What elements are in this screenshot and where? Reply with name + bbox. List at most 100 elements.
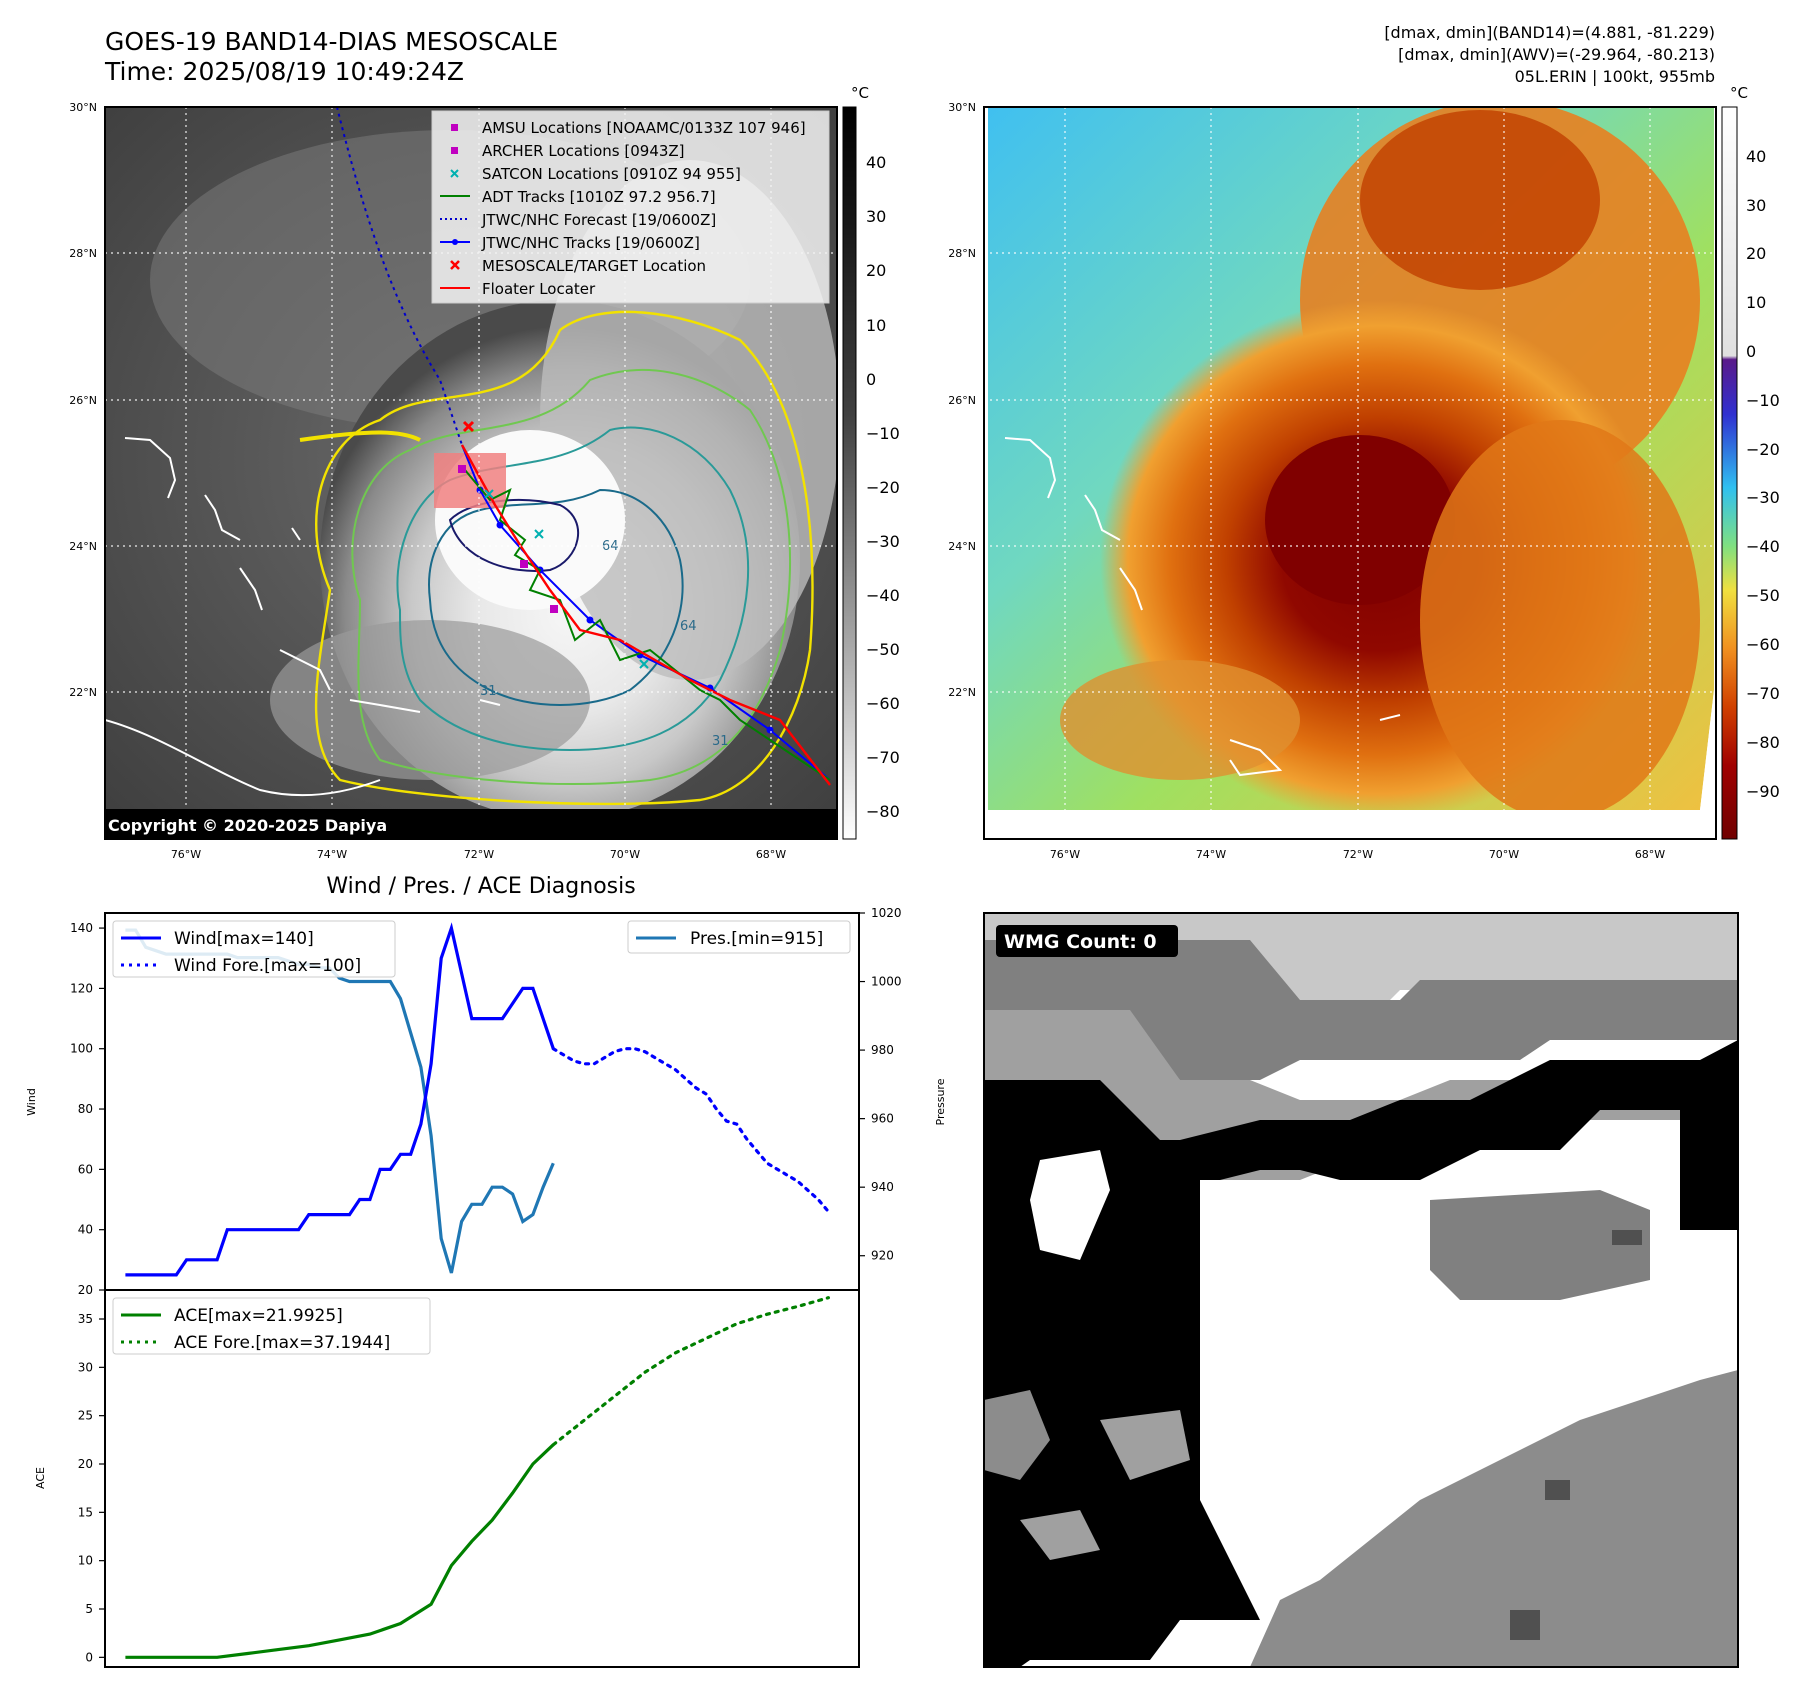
pressure-tick-label: 980 [871, 1043, 894, 1057]
lon-label: 70°W [610, 848, 640, 861]
wind-tick-label: 140 [70, 921, 93, 935]
contour-label: 31 [712, 734, 729, 749]
legend-label: JTWC/NHC Tracks [19/0600Z] [481, 234, 700, 252]
lon-label: 74°W [1196, 848, 1226, 861]
wind-fore-legend-label: Wind Fore.[max=100] [174, 956, 361, 976]
legend-label: AMSU Locations [NOAAMC/0133Z 107 946] [482, 119, 806, 137]
ir-colorbar-ticks: 40 30 20 10 0 −10 −20 −30 −40 −50 −60 −7… [866, 153, 900, 821]
ace-series-line [125, 1443, 555, 1659]
ace-tick-label: 5 [85, 1602, 93, 1616]
ir-colorbar-unit: °C [851, 84, 869, 102]
wind-tick-label: 80 [78, 1102, 93, 1116]
awv-map-frame [983, 106, 1717, 840]
right-info-line-1: [dmax, dmin](BAND14)=(4.881, -81.229) [1384, 23, 1715, 42]
ir-colorbar [842, 106, 857, 840]
header: GOES-19 BAND14-DIAS MESOSCALE Time: 2025… [104, 23, 1715, 86]
lat-label: 26°N [69, 394, 97, 407]
pressure-tick-label: 1000 [871, 975, 902, 989]
pressure-tick-label: 940 [871, 1180, 894, 1194]
awv-gridlines [984, 107, 1716, 839]
ace-legend-box [112, 1297, 431, 1355]
ace-tick-label: 15 [78, 1505, 93, 1519]
wind-legend-box [112, 920, 396, 978]
wind-tick-label: 40 [78, 1223, 93, 1237]
ir-lat-labels: 30°N 28°N 26°N 24°N 22°N [69, 101, 97, 699]
wind-forecast-series-line [551, 1047, 831, 1214]
archer-legend-marker [451, 147, 458, 154]
ir-colorbar-tick: −80 [866, 802, 900, 821]
wmg-count-badge [996, 925, 1178, 957]
ace-tick-label: 0 [85, 1650, 93, 1664]
ace-tick-label: 20 [78, 1457, 93, 1471]
ir-colorbar-tick: −50 [866, 640, 900, 659]
ace-tick-label: 30 [78, 1360, 93, 1374]
lat-label: 24°N [69, 540, 97, 553]
right-info-line-3: 05L.ERIN | 100kt, 955mb [1515, 67, 1715, 86]
awv-colorbar-tick: 20 [1746, 244, 1766, 263]
ir-colorbar-tick: 10 [866, 316, 886, 335]
awv-colorbar-tick: −40 [1746, 537, 1780, 556]
amsu-archer-markers [458, 465, 558, 613]
awv-colorbar-tick: −50 [1746, 586, 1780, 605]
lon-label: 76°W [171, 848, 201, 861]
ace-legend-label: ACE[max=21.9925] [174, 1306, 343, 1326]
pressure-axis-label: Pressure [934, 1078, 947, 1125]
contour-label: 31 [480, 684, 497, 699]
wind-tick-label: 60 [78, 1162, 93, 1176]
wmg-count-label: WMG Count: 0 [1004, 931, 1157, 953]
ace-tick-label: 25 [78, 1409, 93, 1423]
contour-labels: 64 64 31 31 [480, 539, 729, 749]
ace-tick-label: 35 [78, 1312, 93, 1326]
title-line-1: GOES-19 BAND14-DIAS MESOSCALE [105, 27, 558, 56]
awv-colorbar-tick: −20 [1746, 440, 1780, 459]
copyright-text: Copyright © 2020-2025 Dapiya [108, 816, 387, 835]
ace-lines [125, 1296, 831, 1659]
ace-axis-label: ACE [34, 1467, 47, 1489]
ir-colorbar-tick: −10 [866, 424, 900, 443]
ir-lon-labels: 76°W 74°W 72°W 70°W 68°W [171, 848, 786, 861]
pressure-legend-label: Pres.[min=915] [690, 929, 823, 949]
jtwc-tracks-legend-dot [452, 239, 458, 245]
ir-colorbar-tick: −20 [866, 478, 900, 497]
legend-box [431, 110, 830, 304]
pressure-tick-label: 920 [871, 1249, 894, 1263]
awv-lon-labels: 76°W 74°W 72°W 70°W 68°W [1050, 848, 1665, 861]
adt-track [464, 469, 831, 781]
awv-colorbar-ticks: 40 30 20 10 0 −10 −20 −30 −40 −50 −60 −7… [1746, 147, 1780, 801]
lon-label: 68°W [1635, 848, 1665, 861]
wind-legend: Wind[max=140] Wind Fore.[max=100] [112, 920, 396, 978]
awv-imagery [984, 107, 1716, 839]
lon-label: 72°W [464, 848, 494, 861]
awv-colorbar-tick: −30 [1746, 488, 1780, 507]
ace-forecast-series-line [551, 1296, 831, 1447]
wind-y-ticks: 140 120 100 80 60 40 20 [70, 921, 105, 1297]
ir-colorbar-tick: −70 [866, 748, 900, 767]
mesoscale-target-marker [462, 420, 475, 433]
lat-label: 30°N [948, 101, 976, 114]
awv-map-panel: °C 40 30 20 10 0 −10 −20 −30 −40 −50 −60… [948, 84, 1780, 861]
lat-label: 26°N [948, 394, 976, 407]
awv-colorbar-tick: −60 [1746, 635, 1780, 654]
ir-colorbar-tick: −60 [866, 694, 900, 713]
awv-colorbar-tick: −80 [1746, 733, 1780, 752]
ace-y-ticks: 35 30 25 20 15 10 5 0 [78, 1312, 105, 1664]
wmg-frame [983, 912, 1739, 1668]
lat-label: 30°N [69, 101, 97, 114]
jtwc-forecast-track [336, 107, 463, 446]
lat-label: 24°N [948, 540, 976, 553]
title-line-2: Time: 2025/08/19 10:49:24Z [104, 57, 464, 86]
pressure-legend: Pres.[min=915] [627, 920, 851, 954]
ace-tick-label: 10 [78, 1554, 93, 1568]
mesoscale-legend-marker [450, 260, 460, 270]
ir-colorbar-tick: 30 [866, 207, 886, 226]
legend-label: ARCHER Locations [0943Z] [482, 142, 685, 160]
legend-label: SATCON Locations [0910Z 94 955] [482, 165, 741, 183]
ir-map-panel: 64 64 31 31 [69, 84, 900, 861]
lon-label: 72°W [1343, 848, 1373, 861]
legend-label: MESOSCALE/TARGET Location [482, 257, 706, 275]
wind-legend-label: Wind[max=140] [174, 929, 314, 949]
awv-colorbar-tick: 10 [1746, 293, 1766, 312]
awv-colorbar [1721, 106, 1738, 840]
ir-imagery: 64 64 31 31 [105, 107, 837, 809]
wmg-panel: WMG Count: 0 [983, 912, 1739, 1668]
